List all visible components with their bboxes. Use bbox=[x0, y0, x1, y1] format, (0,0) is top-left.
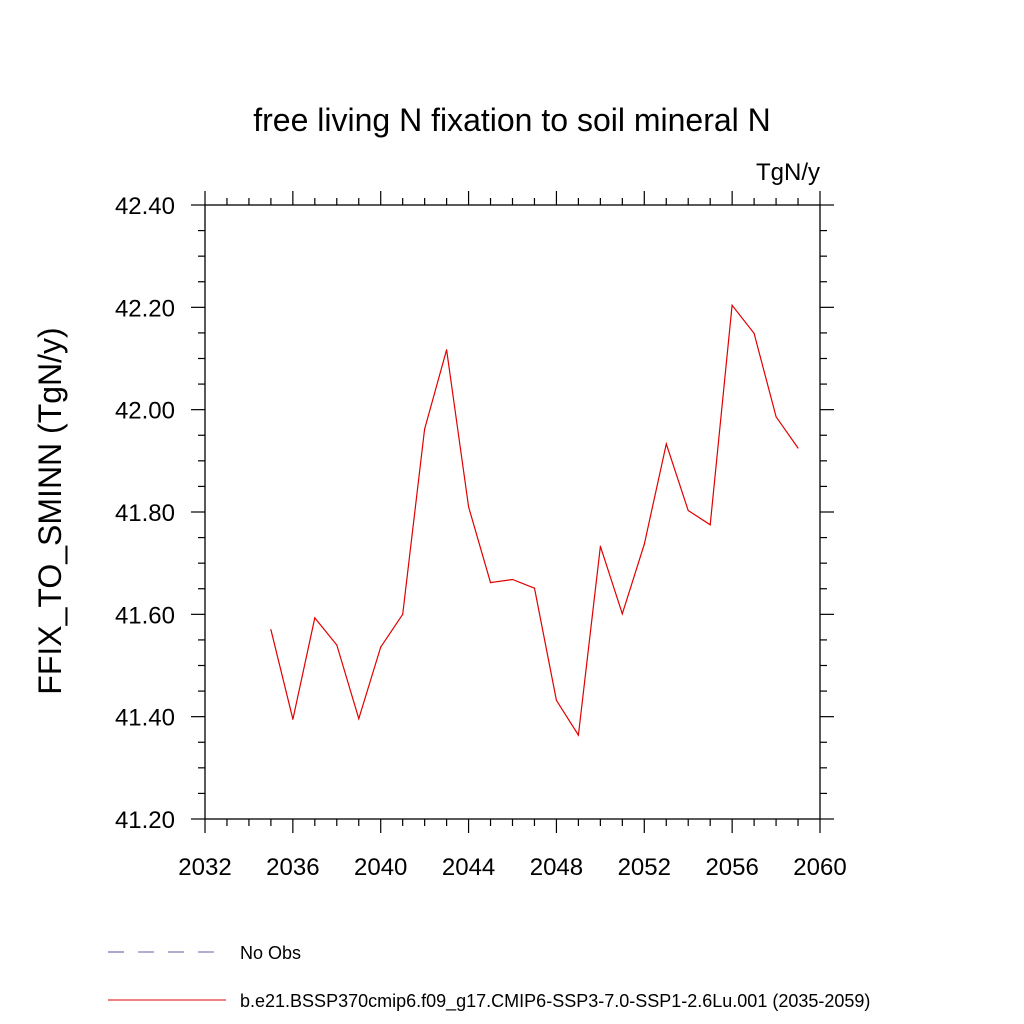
series-lines bbox=[270, 303, 799, 737]
x-tick-label: 2032 bbox=[178, 854, 231, 881]
data-point bbox=[489, 582, 492, 584]
y-tick-label: 42.20 bbox=[115, 295, 175, 322]
x-tick-label: 2036 bbox=[266, 854, 319, 881]
data-point bbox=[599, 545, 601, 547]
data-point bbox=[555, 699, 558, 701]
x-tick-label: 2044 bbox=[442, 854, 495, 881]
data-point bbox=[424, 428, 426, 430]
data-point bbox=[775, 416, 777, 418]
data-point bbox=[270, 629, 272, 631]
data-point bbox=[292, 718, 294, 720]
data-point bbox=[533, 587, 536, 589]
data-point bbox=[621, 613, 623, 615]
data-point bbox=[577, 734, 579, 736]
data-point bbox=[687, 509, 689, 512]
y-tick-label: 42.40 bbox=[115, 193, 175, 220]
data-point bbox=[380, 646, 382, 648]
plot-frame bbox=[204, 204, 821, 820]
data-point bbox=[314, 617, 316, 619]
legend-label: No Obs bbox=[240, 943, 301, 963]
y-tick-label: 42.00 bbox=[115, 398, 175, 425]
data-point bbox=[709, 524, 711, 526]
legend-label: b.e21.BSSP370cmip6.f09_g17.CMIP6-SSP3-7.… bbox=[240, 991, 870, 1012]
data-point bbox=[467, 506, 470, 508]
axis-ticks bbox=[191, 191, 834, 833]
units-label: TgN/y bbox=[756, 159, 820, 186]
data-point bbox=[753, 332, 755, 335]
y-tick-label: 41.20 bbox=[115, 807, 175, 834]
x-tick-label: 2048 bbox=[530, 854, 583, 881]
y-tick-label: 41.40 bbox=[115, 705, 175, 732]
data-point bbox=[446, 349, 448, 351]
data-point bbox=[511, 578, 514, 581]
axis-tick-labels: 2032 2036 2040 2044 2048 2052 2056 2060 41.20 41.… bbox=[115, 193, 847, 881]
data-point bbox=[358, 718, 360, 720]
y-tick-label: 41.80 bbox=[115, 500, 175, 527]
x-tick-label: 2056 bbox=[705, 854, 758, 881]
data-point bbox=[665, 443, 667, 445]
series-line bbox=[270, 303, 799, 737]
data-point bbox=[731, 304, 733, 306]
data-point bbox=[643, 543, 645, 545]
data-point bbox=[402, 613, 404, 615]
x-tick-label: 2040 bbox=[354, 854, 407, 881]
y-axis-label: FFIX_TO_SMINN (TgN/y) bbox=[32, 327, 68, 694]
x-tick-label: 2052 bbox=[618, 854, 671, 881]
y-tick-label: 41.60 bbox=[115, 602, 175, 629]
x-tick-label: 2060 bbox=[793, 854, 846, 881]
data-point bbox=[336, 644, 338, 646]
data-point bbox=[797, 447, 799, 449]
chart-title: free living N fixation to soil mineral N bbox=[253, 102, 771, 138]
legend: No Obs b.e21.BSSP370cmip6.f09_g17.CMIP6-S… bbox=[108, 943, 870, 1012]
